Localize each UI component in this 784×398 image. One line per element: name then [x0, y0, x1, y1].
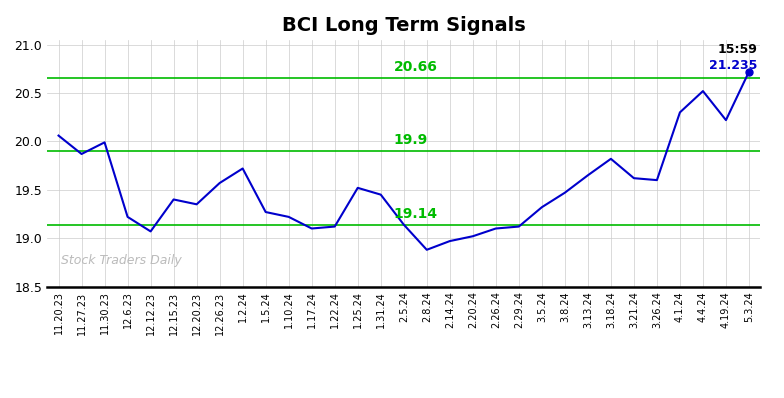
- Title: BCI Long Term Signals: BCI Long Term Signals: [282, 16, 525, 35]
- Text: 20.66: 20.66: [394, 60, 437, 74]
- Text: 19.14: 19.14: [394, 207, 438, 221]
- Text: 19.9: 19.9: [394, 133, 428, 147]
- Text: 21.235: 21.235: [710, 59, 757, 72]
- Text: Stock Traders Daily: Stock Traders Daily: [61, 254, 182, 267]
- Text: 15:59: 15:59: [718, 43, 757, 56]
